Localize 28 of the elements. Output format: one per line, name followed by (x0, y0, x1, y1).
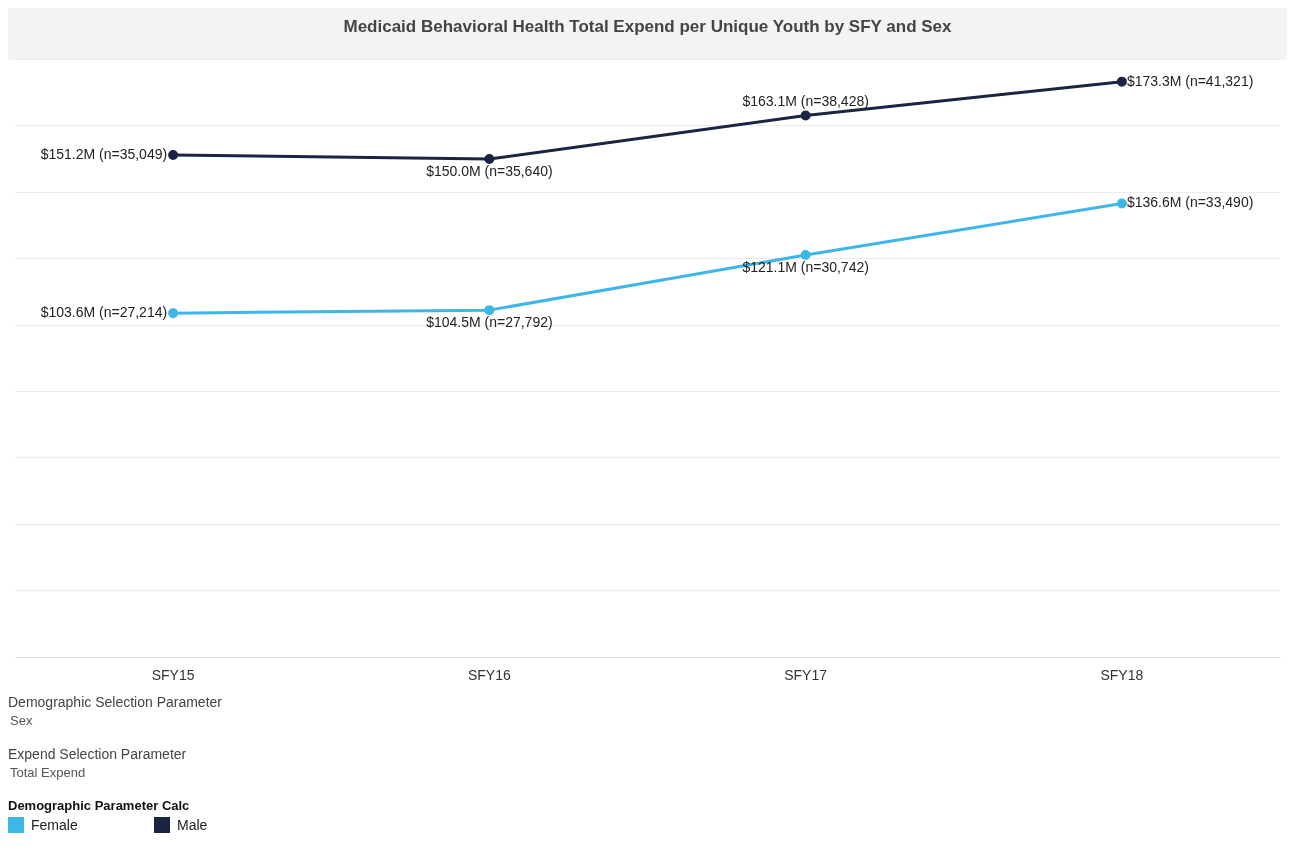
data-label: $163.1M (n=38,428) (742, 93, 869, 110)
point (168, 150, 179, 161)
text: Total Expend (10, 765, 87, 780)
data-label: $103.6M (n=27,214) (40, 303, 168, 320)
text: Expend Selection Parameter (8, 746, 188, 762)
point (168, 308, 179, 319)
x-tick-label: SFY16 (467, 667, 511, 684)
data-label: $104.5M (n=27,792) (426, 314, 553, 330)
point (800, 110, 811, 121)
point (1116, 76, 1127, 87)
data-label: $173.3M (n=41,321) (1126, 72, 1254, 89)
x-tick-label: SFY18 (1100, 667, 1144, 684)
legend-label: Female (31, 817, 78, 833)
x-tick-label: SFY15 (151, 667, 195, 684)
text: Demographic Selection Parameter (8, 694, 223, 710)
legend-label: Male (177, 817, 208, 833)
x-tick-label: SFY17 (784, 667, 828, 684)
point (1116, 198, 1127, 209)
legend-title: Demographic Parameter Calc (8, 798, 190, 813)
data-label: $150.0M (n=35,640) (426, 162, 553, 179)
text: Sex (10, 713, 34, 728)
chart-title: Medicaid Behavioral Health Total Expend per Unique Youth by SFY and Sex (343, 16, 953, 36)
data-label: $121.1M (n=30,742) (742, 258, 869, 275)
point (484, 154, 495, 165)
data-label: $151.2M (n=35,049) (40, 145, 168, 162)
point (800, 250, 811, 261)
point (484, 305, 495, 316)
data-label: $136.6M (n=33,490) (1126, 194, 1254, 211)
